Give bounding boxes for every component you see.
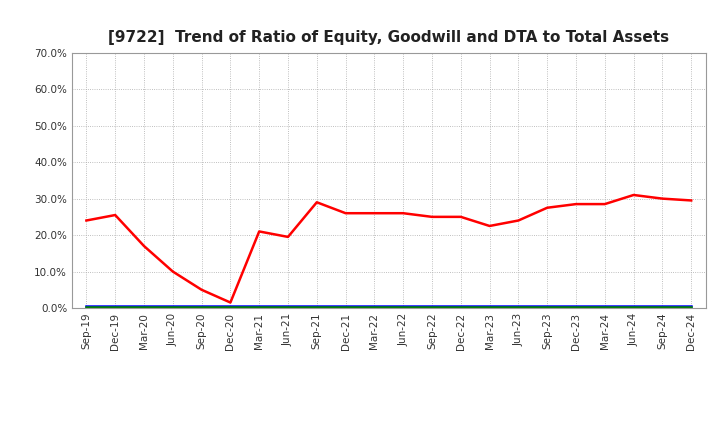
Goodwill — [456, 304, 465, 309]
Goodwill — [111, 304, 120, 309]
Goodwill — [572, 304, 580, 309]
Title: [9722]  Trend of Ratio of Equity, Goodwill and DTA to Total Assets: [9722] Trend of Ratio of Equity, Goodwil… — [108, 29, 670, 45]
Deferred Tax Assets — [226, 304, 235, 310]
Goodwill — [370, 304, 379, 309]
Deferred Tax Assets — [687, 304, 696, 310]
Deferred Tax Assets — [197, 304, 206, 310]
Deferred Tax Assets — [284, 304, 292, 310]
Equity — [168, 269, 177, 274]
Deferred Tax Assets — [629, 304, 638, 310]
Deferred Tax Assets — [600, 304, 609, 310]
Equity — [658, 196, 667, 201]
Equity — [456, 214, 465, 220]
Deferred Tax Assets — [456, 304, 465, 310]
Deferred Tax Assets — [658, 304, 667, 310]
Goodwill — [82, 304, 91, 309]
Deferred Tax Assets — [312, 304, 321, 310]
Equity — [629, 192, 638, 198]
Equity — [197, 287, 206, 293]
Goodwill — [543, 304, 552, 309]
Goodwill — [312, 304, 321, 309]
Goodwill — [399, 304, 408, 309]
Goodwill — [514, 304, 523, 309]
Goodwill — [140, 304, 148, 309]
Deferred Tax Assets — [82, 304, 91, 310]
Equity — [687, 198, 696, 203]
Equity — [255, 229, 264, 234]
Equity — [312, 200, 321, 205]
Equity — [82, 218, 91, 223]
Goodwill — [197, 304, 206, 309]
Equity — [226, 300, 235, 305]
Goodwill — [284, 304, 292, 309]
Equity — [399, 211, 408, 216]
Goodwill — [428, 304, 436, 309]
Deferred Tax Assets — [428, 304, 436, 310]
Deferred Tax Assets — [514, 304, 523, 310]
Equity — [284, 234, 292, 239]
Equity — [428, 214, 436, 220]
Equity — [111, 213, 120, 218]
Equity — [140, 243, 148, 249]
Goodwill — [341, 304, 350, 309]
Deferred Tax Assets — [485, 304, 494, 310]
Goodwill — [255, 304, 264, 309]
Deferred Tax Assets — [111, 304, 120, 310]
Goodwill — [485, 304, 494, 309]
Equity — [514, 218, 523, 223]
Equity — [543, 205, 552, 210]
Deferred Tax Assets — [140, 304, 148, 310]
Goodwill — [687, 304, 696, 309]
Goodwill — [168, 304, 177, 309]
Equity — [572, 202, 580, 207]
Goodwill — [600, 304, 609, 309]
Line: Equity: Equity — [86, 195, 691, 303]
Deferred Tax Assets — [399, 304, 408, 310]
Deferred Tax Assets — [572, 304, 580, 310]
Equity — [485, 224, 494, 229]
Equity — [341, 211, 350, 216]
Deferred Tax Assets — [168, 304, 177, 310]
Deferred Tax Assets — [543, 304, 552, 310]
Equity — [370, 211, 379, 216]
Equity — [600, 202, 609, 207]
Deferred Tax Assets — [370, 304, 379, 310]
Deferred Tax Assets — [341, 304, 350, 310]
Deferred Tax Assets — [255, 304, 264, 310]
Goodwill — [658, 304, 667, 309]
Goodwill — [629, 304, 638, 309]
Goodwill — [226, 304, 235, 309]
